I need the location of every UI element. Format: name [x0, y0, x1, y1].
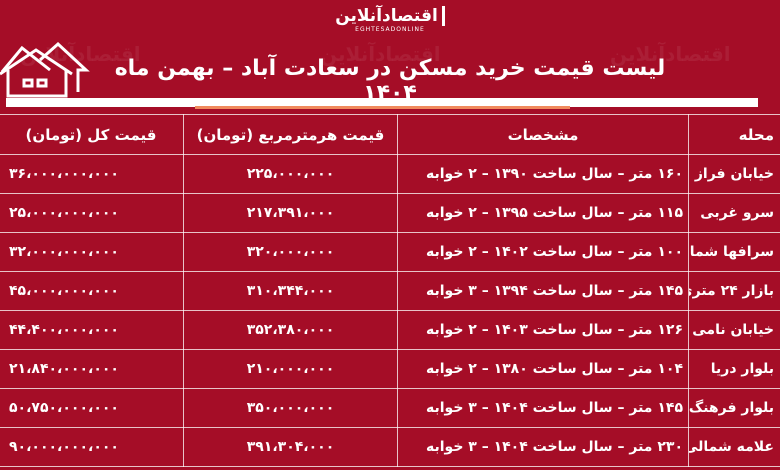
- cell-area: سرو غربی: [688, 193, 780, 233]
- divider: [6, 98, 758, 107]
- header-spec: مشخصات: [397, 114, 689, 155]
- table-row: خیابان فراز ۱۶۰ متر – سال ساخت ۱۳۹۰ – ۲ خ…: [0, 154, 780, 194]
- cell-total: ۲۱،۸۴۰،۰۰۰،۰۰۰: [0, 349, 184, 389]
- header-area: محله: [688, 114, 780, 155]
- cell-per-m2: ۳۵۲،۳۸۰،۰۰۰: [183, 310, 398, 350]
- cell-per-m2: ۲۱۰،۰۰۰،۰۰۰: [183, 349, 398, 389]
- table-header: محله مشخصات قیمت هرمترمربع (تومان) قیمت …: [0, 114, 780, 155]
- cell-area: علامه شمالی: [688, 427, 780, 467]
- cell-area: سرافها شمالی: [688, 232, 780, 272]
- cell-total: ۴۵،۰۰۰،۰۰۰،۰۰۰: [0, 271, 184, 311]
- cell-per-m2: ۳۹۱،۳۰۴،۰۰۰: [183, 427, 398, 467]
- table-row: سرو غربی ۱۱۵ متر – سال ساخت ۱۳۹۵ – ۲ خواب…: [0, 193, 780, 233]
- cell-spec: ۱۱۵ متر – سال ساخت ۱۳۹۵ – ۲ خوابه: [397, 193, 689, 233]
- cell-per-m2: ۳۱۰،۳۴۴،۰۰۰: [183, 271, 398, 311]
- cell-per-m2: ۳۲۰،۰۰۰،۰۰۰: [183, 232, 398, 272]
- header-total: قیمت کل (تومان): [0, 114, 184, 155]
- table-row: خیابان نامی ۱۲۶ متر – سال ساخت ۱۴۰۳ – ۲ خ…: [0, 310, 780, 350]
- cell-total: ۳۲،۰۰۰،۰۰۰،۰۰۰: [0, 232, 184, 272]
- cell-spec: ۱۶۰ متر – سال ساخت ۱۳۹۰ – ۲ خوابه: [397, 154, 689, 194]
- cell-total: ۹۰،۰۰۰،۰۰۰،۰۰۰: [0, 427, 184, 467]
- cell-spec: ۱۴۵ متر – سال ساخت ۱۴۰۴ – ۳ خوابه: [397, 388, 689, 428]
- table-row: علامه شمالی ۲۳۰ متر – سال ساخت ۱۴۰۴ – ۳ خ…: [0, 427, 780, 467]
- table-row: بلوار دریا ۱۰۴ متر – سال ساخت ۱۳۸۰ – ۲ خو…: [0, 349, 780, 389]
- cell-spec: ۱۰۴ متر – سال ساخت ۱۳۸۰ – ۲ خوابه: [397, 349, 689, 389]
- table-row: بازار ۲۴ متری۱۴۵ متر – سال ساخت ۱۳۹۴ – ۳…: [0, 271, 780, 311]
- table-row: بلوار فرهنگ ۱۴۵ متر – سال ساخت ۱۴۰۴ – ۳ خ…: [0, 388, 780, 428]
- table-row: سرافها شمالی۱۰۰ متر – سال ساخت ۱۴۰۲ – ۲ …: [0, 232, 780, 272]
- cell-per-m2: ۲۱۷،۳۹۱،۰۰۰: [183, 193, 398, 233]
- cell-total: ۴۴،۴۰۰،۰۰۰،۰۰۰: [0, 310, 184, 350]
- cell-spec: ۱۲۶ متر – سال ساخت ۱۴۰۳ – ۲ خوابه: [397, 310, 689, 350]
- cell-area: بلوار دریا: [688, 349, 780, 389]
- cell-total: ۵۰،۷۵۰،۰۰۰،۰۰۰: [0, 388, 184, 428]
- cell-total: ۳۶،۰۰۰،۰۰۰،۰۰۰: [0, 154, 184, 194]
- cell-area: بلوار فرهنگ: [688, 388, 780, 428]
- cell-per-m2: ۳۵۰،۰۰۰،۰۰۰: [183, 388, 398, 428]
- logo: اقتصادآنلاین EGHTESADONLINE: [0, 6, 780, 33]
- cell-spec: ۱۰۰ متر – سال ساخت ۱۴۰۲ – ۲ خوابه: [397, 232, 689, 272]
- divider-accent: [195, 106, 570, 109]
- cell-area: خیابان نامی: [688, 310, 780, 350]
- header-per-m2: قیمت هرمترمربع (تومان): [183, 114, 398, 155]
- cell-spec: ۱۴۵ متر – سال ساخت ۱۳۹۴ – ۳ خوابه: [397, 271, 689, 311]
- cell-per-m2: ۲۲۵،۰۰۰،۰۰۰: [183, 154, 398, 194]
- cell-area: خیابان فراز: [688, 154, 780, 194]
- cell-total: ۲۵،۰۰۰،۰۰۰،۰۰۰: [0, 193, 184, 233]
- cell-spec: ۲۳۰ متر – سال ساخت ۱۴۰۴ – ۳ خوابه: [397, 427, 689, 467]
- logo-text: اقتصادآنلاین: [335, 6, 445, 26]
- logo-subtext: EGHTESADONLINE: [355, 26, 425, 33]
- cell-area: بازار ۲۴ متری: [688, 271, 780, 311]
- price-table: محله مشخصات قیمت هرمترمربع (تومان) قیمت …: [0, 114, 780, 467]
- house-icon: [0, 41, 90, 98]
